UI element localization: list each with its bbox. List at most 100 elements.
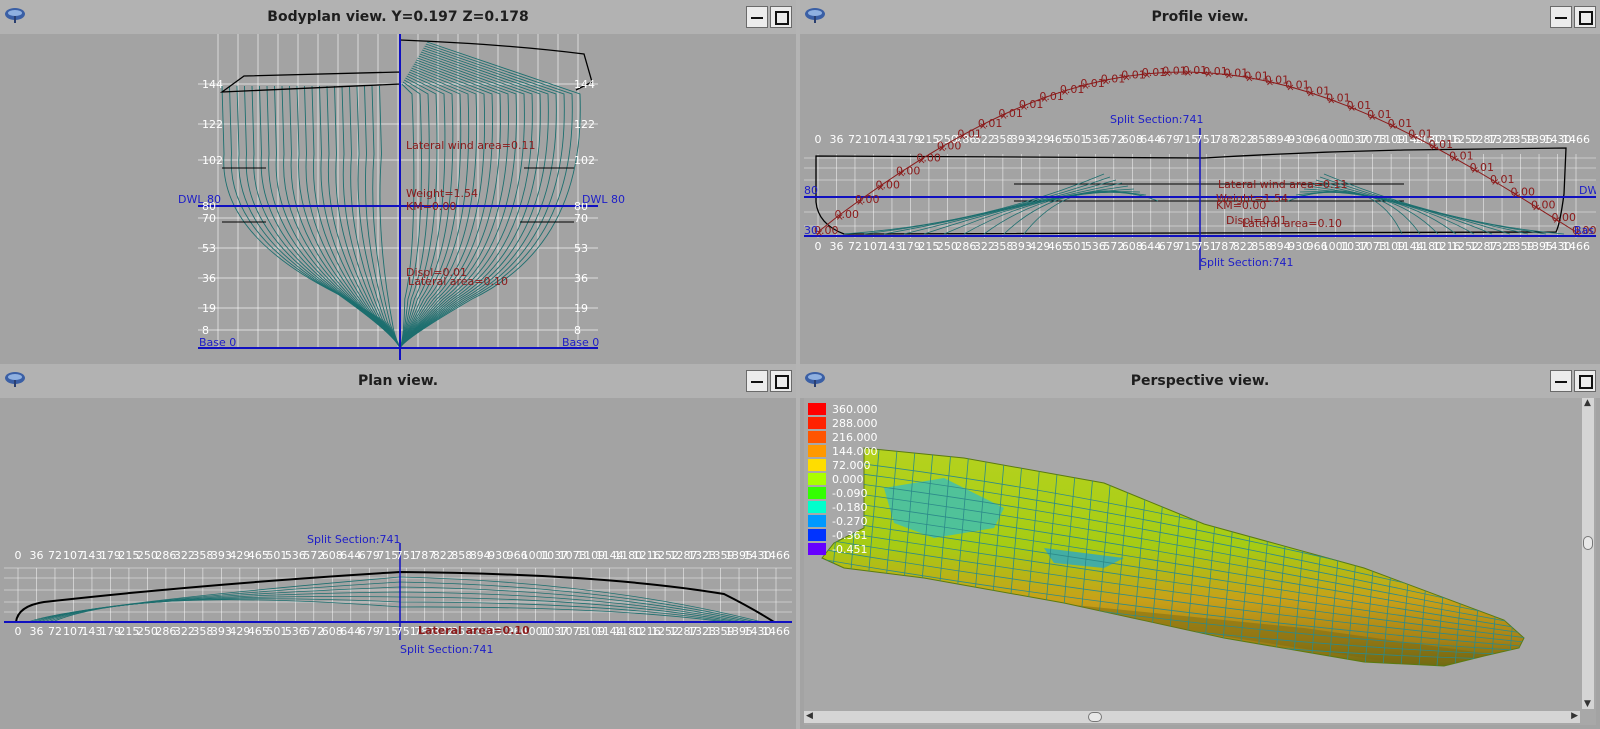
profile-curve-value-label: 0.00 <box>937 139 962 152</box>
plan-station-label-bottom: 536 <box>285 625 306 638</box>
profile-station-label-bottom: 393 <box>1011 240 1032 253</box>
legend-value: 288.000 <box>832 416 878 430</box>
legend-entry: 288.000 <box>808 416 878 430</box>
profile-station-label-top: 1395 <box>1525 133 1553 146</box>
plan-station-label-bottom: 1180 <box>614 625 642 638</box>
bodyplan-titlebar: Bodyplan view. Y=0.197 Z=0.178 <box>0 0 796 34</box>
profile-station-label-top: 822 <box>1233 133 1254 146</box>
profile-station-label-bottom: 215 <box>918 240 939 253</box>
plan-station-label-top: 501 <box>266 549 287 562</box>
plan-station-label-top: 1109 <box>577 549 605 562</box>
perspective-vertical-scrollbar[interactable]: ▲ ▼ <box>1582 398 1594 709</box>
scroll-right-arrow-icon[interactable]: ▶ <box>1571 711 1578 721</box>
profile-station-label-bottom: 1037 <box>1340 240 1368 253</box>
plan-station-label-bottom: 679 <box>359 625 380 638</box>
profile-curve-value-label: 0.00 <box>834 208 859 221</box>
profile-station-label-bottom: 1073 <box>1359 240 1387 253</box>
vertical-scroll-thumb[interactable] <box>1583 536 1593 550</box>
app-logo-icon[interactable] <box>4 6 26 24</box>
plan-station-label-top: 1073 <box>559 549 587 562</box>
profile-station-label-bottom: 894 <box>1270 240 1291 253</box>
plan-station-label-top: 1287 <box>670 549 698 562</box>
profile-station-label-top: 1144 <box>1396 133 1424 146</box>
plan-station-label-bottom: 930 <box>488 625 509 638</box>
plan-station-label-top: 1180 <box>614 549 642 562</box>
curve-point-marker-icon: × <box>1409 131 1417 142</box>
plan-station-label-top: 179 <box>100 549 121 562</box>
perspective-maximize-button[interactable] <box>1574 370 1596 392</box>
profile-station-label-top: 1252 <box>1451 133 1479 146</box>
plan-station-label-top: 107 <box>63 549 84 562</box>
profile-station-label-bottom: 822 <box>1233 240 1254 253</box>
horizontal-scroll-thumb[interactable] <box>1088 712 1102 722</box>
plan-station-label-top: 1466 <box>762 549 790 562</box>
profile-station-label-top: 1359 <box>1507 133 1535 146</box>
profile-split-bottom-label: Split Section:741 <box>1200 256 1293 269</box>
legend-entry: -0.451 <box>808 542 878 556</box>
plan-maximize-button[interactable] <box>770 370 792 392</box>
plan-station-label-top: 930 <box>488 549 509 562</box>
legend-swatch <box>808 431 826 443</box>
legend-swatch <box>808 417 826 429</box>
profile-maximize-button[interactable] <box>1574 6 1596 28</box>
curve-point-marker-icon: × <box>1225 71 1233 82</box>
curve-point-marker-icon: × <box>979 121 987 132</box>
plan-station-label-bottom: 751 <box>396 625 417 638</box>
profile-titlebar: Profile view. <box>800 0 1600 34</box>
scroll-left-arrow-icon[interactable]: ◀ <box>806 711 813 721</box>
profile-minimize-button[interactable] <box>1550 6 1572 28</box>
legend-entry: 144.000 <box>808 444 878 458</box>
plan-panel: Plan view. 0 36 72 107 143 179 215 250 286 322 358… <box>0 364 796 729</box>
curve-point-marker-icon: × <box>1327 95 1335 106</box>
plan-station-label-bottom: 179 <box>100 625 121 638</box>
profile-curve-value-label: 0.01 <box>1367 108 1392 121</box>
bodyplan-waterline-label-left: 53 <box>202 242 216 255</box>
curve-point-marker-icon: × <box>1122 73 1130 84</box>
perspective-minimize-button[interactable] <box>1550 370 1572 392</box>
bodyplan-maximize-button[interactable] <box>770 6 792 28</box>
plan-station-label-bottom: 286 <box>155 625 176 638</box>
perspective-viewport[interactable]: 360.000 288.000 216.000 144.000 72.000 0.000-… <box>804 398 1596 725</box>
profile-curve-value-label: 0.01 <box>1326 91 1351 104</box>
profile-station-label-top: 894 <box>1270 133 1291 146</box>
profile-viewport[interactable]: 0 36 72 107 143 179 215 250 286 322 358 393 429 465 50… <box>804 34 1596 360</box>
plan-station-label-top: 858 <box>451 549 472 562</box>
profile-station-label-bottom: 930 <box>1288 240 1309 253</box>
curve-point-marker-icon: × <box>1286 83 1294 94</box>
perspective-horizontal-scrollbar[interactable]: ◀ ▶ <box>804 711 1580 723</box>
plan-station-label-top: 751 <box>396 549 417 562</box>
profile-station-label-top: 966 <box>1307 133 1328 146</box>
plan-station-label-bottom: 501 <box>266 625 287 638</box>
plan-station-label-top: 358 <box>192 549 213 562</box>
plan-station-label-bottom: 1359 <box>707 625 735 638</box>
profile-curve-value-label: 0.00 <box>855 193 880 206</box>
profile-station-label-bottom: 322 <box>974 240 995 253</box>
bodyplan-minimize-button[interactable] <box>746 6 768 28</box>
curve-point-marker-icon: × <box>876 182 884 193</box>
scroll-up-arrow-icon[interactable]: ▲ <box>1584 398 1591 408</box>
bodyplan-panel: Bodyplan view. Y=0.197 Z=0.178 144 144 122… <box>0 0 796 364</box>
plan-station-label-top: 143 <box>81 549 102 562</box>
profile-curve-value-label: 0.00 <box>814 224 839 237</box>
plan-station-label-top: 286 <box>155 549 176 562</box>
plan-viewport[interactable]: 0 36 72 107 143 179 215 250 286 322 358 393 429 465 50… <box>4 398 792 725</box>
plan-station-label-top: 966 <box>507 549 528 562</box>
plan-station-label-top: 1037 <box>540 549 568 562</box>
curve-point-marker-icon: × <box>1143 70 1151 81</box>
curve-point-marker-icon: × <box>1204 69 1212 80</box>
profile-curve-value-label: 0.01 <box>1347 99 1372 112</box>
bodyplan-waterline-label-right: 36 <box>574 272 588 285</box>
app-logo-icon[interactable] <box>804 370 826 388</box>
profile-station-label-top: 322 <box>974 133 995 146</box>
scroll-down-arrow-icon[interactable]: ▼ <box>1584 699 1591 709</box>
app-logo-icon[interactable] <box>804 6 826 24</box>
profile-curve-value-label: 0.00 <box>916 152 941 165</box>
plan-station-label-bottom: 1287 <box>670 625 698 638</box>
plan-station-label-top: 429 <box>229 549 250 562</box>
app-logo-icon[interactable] <box>4 370 26 388</box>
legend-entry: -0.180 <box>808 500 878 514</box>
plan-station-label-bottom: 1323 <box>688 625 716 638</box>
plan-minimize-button[interactable] <box>746 370 768 392</box>
profile-lateral-area-label: Lateral area=0.10 <box>1242 217 1342 230</box>
bodyplan-viewport[interactable]: 144 144 122 122 102 102 80 80 70 70 53 53 36 36 19 19 8 8… <box>4 34 792 360</box>
